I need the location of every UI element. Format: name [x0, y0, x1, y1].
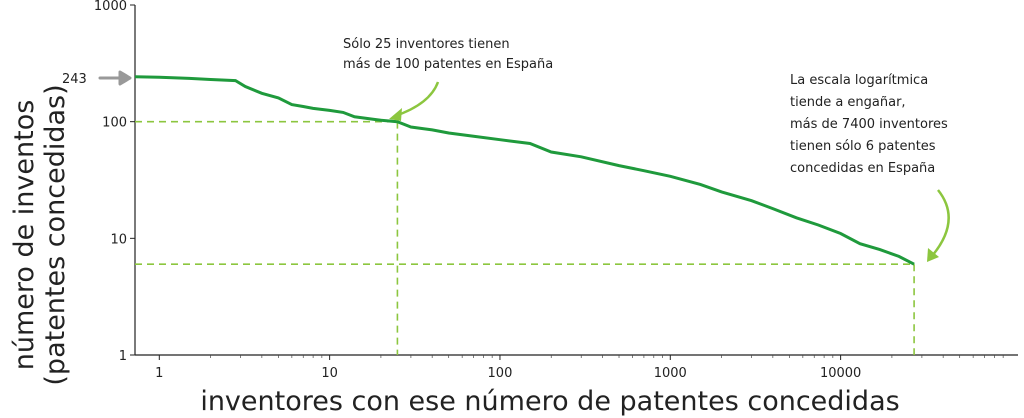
- grey-arrow-icon: [98, 70, 132, 86]
- x-tick-label: 10: [321, 366, 338, 381]
- y-axis-title-line1: número de inventos: [9, 100, 40, 371]
- value-243-label: 243: [62, 72, 87, 87]
- minor-ticks: [210, 355, 1004, 358]
- y-tick-label: 10: [110, 232, 127, 247]
- note2-line4: tienen sólo 6 patentes: [790, 139, 936, 154]
- note2-line1: La escala logarítmica: [790, 73, 928, 88]
- note2-line5: concedidas en España: [790, 161, 935, 176]
- x-axis-title: inventores con ese número de patentes co…: [200, 386, 899, 417]
- x-tick-label: 1000: [654, 366, 687, 381]
- note1-line2: más de 100 patentes en España: [343, 57, 553, 72]
- note2-arrow-icon: [931, 189, 950, 257]
- note1-line1: Sólo 25 inventores tienen: [343, 37, 510, 52]
- x-tick-label: 1: [155, 366, 163, 381]
- y-axis-title-line2: (patentes concedidas): [40, 84, 71, 385]
- y-ticks: 1 10 100 1000: [94, 0, 135, 364]
- y-tick-label: 1: [119, 349, 127, 364]
- x-tick-label: 10000: [820, 366, 861, 381]
- note2-line2: tiende a engañar,: [790, 95, 906, 110]
- note2-line3: más de 7400 inventores: [790, 117, 948, 132]
- guide-lines: [135, 120, 915, 355]
- series-line: [134, 75, 915, 266]
- note1-arrowhead-icon: [389, 108, 402, 121]
- x-tick-label: 100: [488, 366, 513, 381]
- y-tick-label: 1000: [94, 0, 127, 14]
- x-ticks: 1 10 100 1000 10000: [155, 355, 861, 381]
- note2-arrowhead-icon: [927, 248, 939, 262]
- y-tick-label: 100: [102, 116, 127, 131]
